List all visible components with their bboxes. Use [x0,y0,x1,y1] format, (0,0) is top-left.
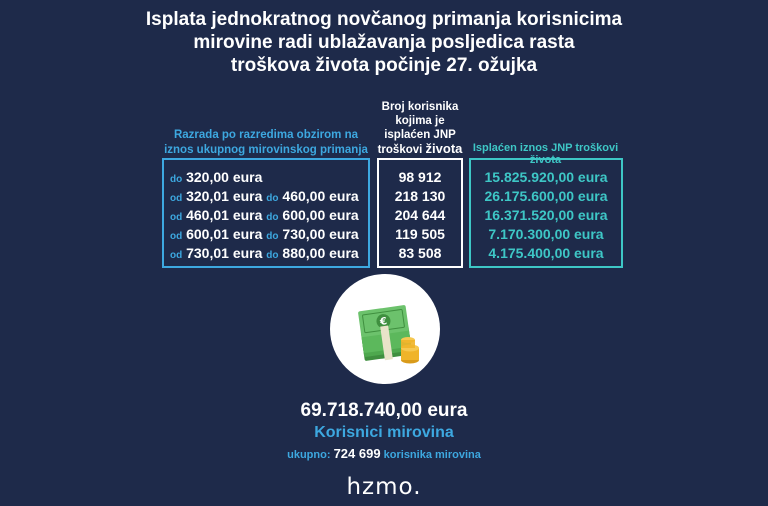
ranges-box: do 320,00 eura od 320,01 eura do 460,00 … [162,158,370,268]
users-header-line-2: troškovi [377,144,423,156]
paid-cell: 26.175.600,00 eura [484,188,608,204]
total-count: ukupno: 724 699 korisnika mirovina [0,446,768,461]
users-cell: 204 644 [394,207,446,223]
paid-column-header: Isplaćen iznos JNP troškovi života [472,142,619,166]
paid-cell: 16.371.520,00 eura [484,207,608,223]
title-line-1: Isplata jednokratnog novčanog primanja k… [145,9,623,30]
range-row: od 600,01 eura do 730,00 eura [170,226,359,242]
summary-subtitle: Korisnici mirovina [314,424,454,441]
title-line-2: mirovine radi ublažavanja posljedica ras… [193,32,575,53]
svg-text:€: € [378,316,387,328]
count-suffix: korisnika mirovina [383,449,481,461]
paid-cell: 4.175.400,00 eura [488,245,604,261]
users-header-line-1: Broj korisnika kojima je isplaćen JNP [381,101,459,141]
users-cell: 119 505 [395,226,445,242]
users-cell: 83 508 [398,245,442,261]
users-box: 98 912 218 130 204 644 119 505 83 508 [377,158,463,268]
title-line-3: troškova života počinje 27. ožujka [230,55,538,76]
paid-box: 15.825.920,00 eura 26.175.600,00 eura 16… [469,158,623,268]
users-header-line-3: života [425,141,463,156]
users-cell: 98 912 [398,169,442,185]
hzmo-logo: hzmo. [346,474,422,500]
count-value: 724 699 [333,446,381,461]
paid-cell: 15.825.920,00 eura [484,169,608,185]
users-column-header: Broj korisnika kojima je isplaćen JNP tr… [377,100,463,157]
range-row: od 730,01 eura do 880,00 eura [170,245,359,261]
illustration-circle: € [330,274,440,384]
range-row: od 320,01 eura do 460,00 eura [170,188,359,204]
money-stack-icon: € [358,305,419,364]
page-title: Isplata jednokratnog novčanog primanja k… [0,8,768,77]
range-row: od 460,01 eura do 600,00 eura [170,207,359,223]
count-prefix: ukupno: [287,449,331,461]
users-cell: 218 130 [394,188,446,204]
paid-cell: 7.170.300,00 eura [488,226,604,242]
range-row: do 320,00 eura [170,169,263,185]
total-amount: 69.718.740,00 eura [300,400,468,421]
ranges-column-header: Razrada po razredima obzirom na iznos uk… [164,129,368,156]
